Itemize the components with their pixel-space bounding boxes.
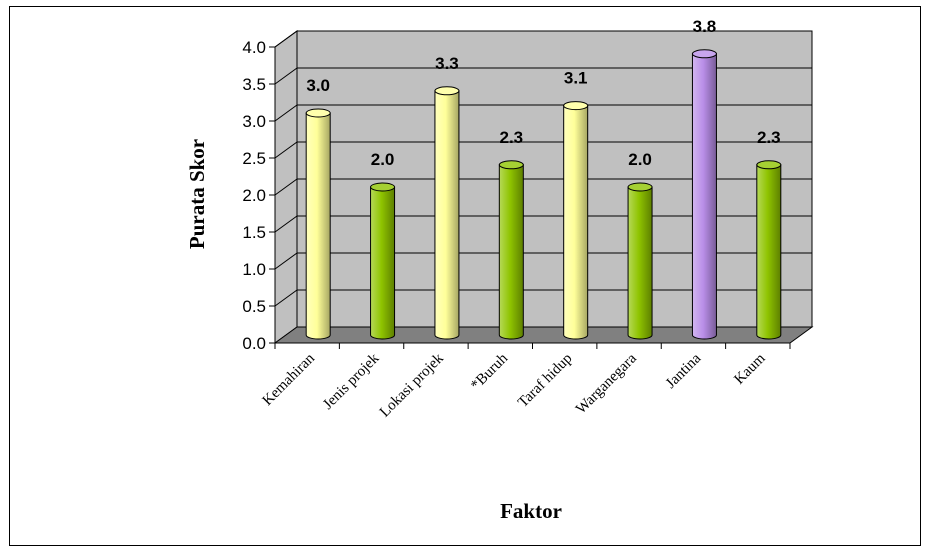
y-tick-label: 1.0 [242,260,266,279]
y-tick-label: 3.0 [242,112,266,131]
value-label: 3.8 [693,17,717,36]
y-tick-label: 4.0 [242,38,266,57]
category-label: Lokasi projek [377,350,447,420]
bar-top [691,49,717,59]
x-axis-title: Faktor [500,499,562,523]
bars [305,49,782,340]
bar-body [756,164,782,340]
category-label: Jantina [663,350,705,392]
value-label: 3.1 [564,69,588,88]
bar-top [627,182,653,192]
bar-top [563,101,589,111]
category-label: Jenis projek [320,350,383,413]
value-labels: 3.0 2.0 3.3 2.3 3.1 2.0 3.8 2.3 [306,17,780,169]
bar-top [370,182,396,192]
axes [269,46,791,349]
category-label: Kemahiran [260,350,319,409]
category-label: *Buruh [468,350,511,393]
value-label: 3.3 [435,54,459,73]
bar-top [305,108,331,118]
y-tick-label: 3.5 [242,75,266,94]
value-label: 2.0 [628,150,652,169]
bar [434,86,460,340]
bar [691,49,717,340]
bar-body [434,90,460,340]
bar-body [498,164,524,340]
gridline-side [274,141,298,159]
bar-body [563,105,589,340]
bar-body [370,186,396,340]
y-tick-label: 2.5 [242,149,266,168]
y-tick-label: 0.0 [242,334,266,353]
bar-top [434,86,460,96]
chart-walls [273,30,814,344]
y-tick-label: 2.0 [242,186,266,205]
bar [756,160,782,340]
bar [498,160,524,340]
y-tick-labels: 0.0 0.5 1.0 1.5 2.0 2.5 3.0 3.5 4.0 [242,38,266,353]
category-label: Kaum [731,350,768,387]
bar [305,108,331,340]
y-tick-label: 0.5 [242,297,266,316]
bar-top [498,160,524,170]
bar [627,182,653,340]
value-label: 2.3 [499,128,523,147]
bar-body [691,53,717,340]
gridline-side [274,67,298,85]
y-axis-title: Purata Skor [185,139,209,249]
bar-body [627,186,653,340]
bar-body [305,112,331,340]
floor [273,326,814,344]
bar [563,101,589,340]
value-label: 2.0 [371,150,395,169]
gridline-side [274,104,298,122]
value-label: 3.0 [306,76,330,95]
gridline-side [274,178,298,196]
bar-top [756,160,782,170]
gridline-side [274,289,298,307]
gridline-side [274,215,298,233]
gridline-side [274,252,298,270]
value-label: 2.3 [757,128,781,147]
category-label: Taraf hidup [515,351,575,411]
category-label: Warganegara [573,350,640,417]
bar [370,182,396,340]
gridline-side [274,30,298,48]
y-tick-label: 1.5 [242,223,266,242]
